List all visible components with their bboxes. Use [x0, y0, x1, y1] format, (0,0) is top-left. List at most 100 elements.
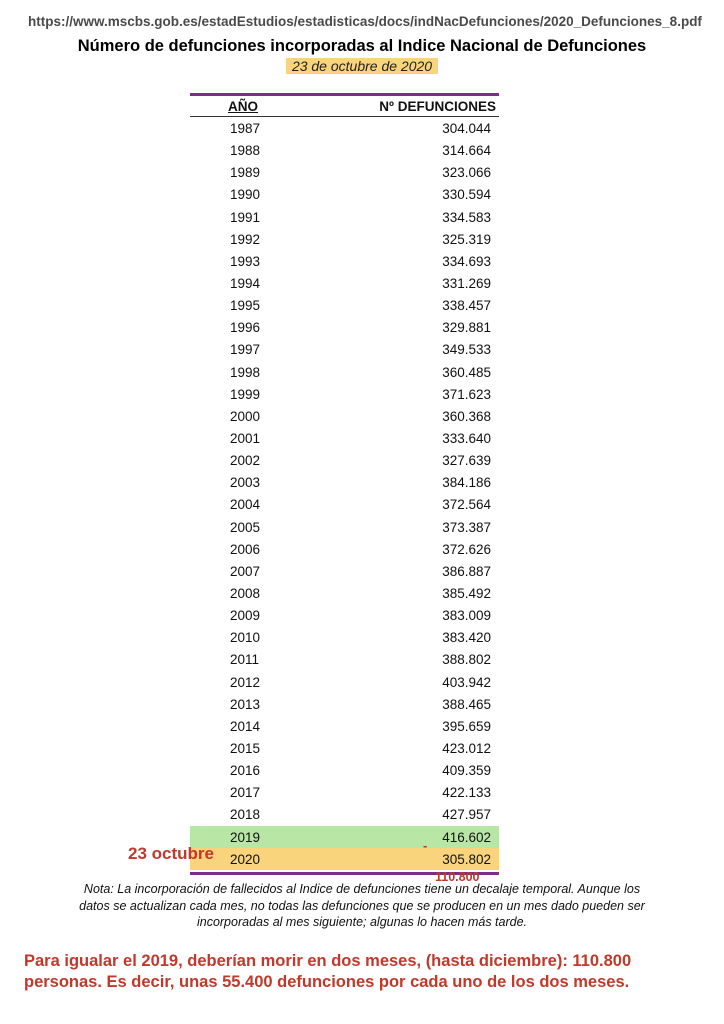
page-title: Número de defunciones incorporadas al In…: [77, 37, 647, 55]
table-row: 2001 333.640: [190, 427, 499, 449]
row-year: 2019: [230, 829, 261, 845]
table-row: 2012 403.942: [190, 671, 499, 693]
table-row: 2002 327.639: [190, 449, 499, 471]
row-deaths: 371.623: [442, 386, 491, 402]
table-row: 2006 372.626: [190, 538, 499, 560]
conclusion-line: Para igualar el 2019, deberían morir en …: [24, 952, 632, 970]
row-deaths: 334.693: [442, 253, 491, 269]
table-row: 1991 334.583: [190, 206, 499, 228]
row-year: 2012: [230, 674, 261, 690]
table-row: 1996 329.881: [190, 316, 499, 338]
row-deaths: 383.009: [442, 608, 491, 624]
table-row: 1989 323.066: [190, 161, 499, 183]
row-deaths: 372.626: [442, 541, 491, 557]
row-deaths: 349.533: [442, 342, 491, 358]
row-year: 1991: [230, 209, 261, 225]
row-year: 2008: [230, 585, 261, 601]
row-year: 2020: [230, 851, 261, 867]
row-year: 2016: [230, 763, 261, 779]
row-year: 2003: [230, 475, 261, 491]
table-row: 1993 334.693: [190, 250, 499, 272]
row-year: 2000: [230, 408, 261, 424]
row-deaths: 305.802: [442, 851, 491, 867]
row-year: 2014: [230, 718, 261, 734]
row-deaths: 314.664: [442, 143, 491, 159]
column-header-deaths: Nº DEFUNCIONES: [379, 99, 496, 114]
table-row: 1997 349.533: [190, 338, 499, 360]
row-deaths: 384.186: [442, 475, 491, 491]
table-row: 2008 385.492: [190, 582, 499, 604]
table-row: 2020 305.802: [190, 847, 499, 870]
row-year: 1993: [230, 253, 261, 269]
row-year: 1998: [230, 364, 261, 380]
footnote-line: incorporadas al mes siguiente; algunas l…: [196, 915, 528, 929]
row-year: 2005: [230, 519, 261, 535]
table-row: 2019 416.602: [190, 825, 499, 848]
row-deaths: 409.359: [442, 763, 491, 779]
table-row: 1998 360.485: [190, 361, 499, 383]
table-row: 2015 423.012: [190, 737, 499, 759]
row-year: 1997: [230, 342, 261, 358]
row-year: 2015: [230, 740, 261, 756]
report-date: 23 de octubre de 2020: [285, 58, 439, 74]
table-row: 2005 373.387: [190, 516, 499, 538]
row-deaths: 330.594: [442, 187, 491, 203]
table-row: 2009 383.009: [190, 604, 499, 626]
row-deaths: 427.957: [442, 807, 491, 823]
row-year: 2017: [230, 785, 261, 801]
row-deaths: 372.564: [442, 497, 491, 513]
row-year: 1989: [230, 165, 261, 181]
table-row: 2013 388.465: [190, 693, 499, 715]
row-deaths: 395.659: [442, 718, 491, 734]
row-year: 2010: [230, 630, 261, 646]
row-year: 2018: [230, 807, 261, 823]
table-row: 2000 360.368: [190, 405, 499, 427]
row-year: 1996: [230, 320, 261, 336]
row-deaths: 325.319: [442, 231, 491, 247]
row-deaths: 360.485: [442, 364, 491, 380]
conclusion-line: personas. Es decir, unas 55.400 defuncio…: [24, 973, 630, 991]
row-deaths: 304.044: [442, 121, 491, 136]
source-url: https://www.mscbs.gob.es/estadEstudios/e…: [28, 14, 702, 29]
row-year: 1987: [230, 121, 261, 136]
row-year: 1994: [230, 275, 261, 291]
row-year: 2007: [230, 563, 261, 579]
row-year: 1988: [230, 143, 261, 159]
minus-mark: -: [423, 838, 428, 853]
row-deaths: 423.012: [442, 740, 491, 756]
row-year: 2004: [230, 497, 261, 513]
table-row: 1994 331.269: [190, 272, 499, 294]
row-deaths: 373.387: [442, 519, 491, 535]
footnote-line: datos se actualizan cada mes, no todas l…: [79, 898, 645, 913]
side-label: 23 octubre: [128, 844, 214, 863]
row-deaths: 338.457: [442, 298, 491, 314]
footnote: Nota: La incorporación de fallecidos al …: [50, 881, 674, 931]
date-container: 23 de octubre de 2020: [0, 58, 724, 76]
row-deaths: 333.640: [442, 430, 491, 446]
row-deaths: 383.420: [442, 630, 491, 646]
table-body: 1987 304.044 1988 314.664 1989 323.066 1990 330…: [190, 117, 499, 870]
table-row: 2014 395.659: [190, 715, 499, 737]
row-deaths: 334.583: [442, 209, 491, 225]
table-row: 2007 386.887: [190, 560, 499, 582]
row-year: 1999: [230, 386, 261, 402]
row-deaths: 323.066: [442, 165, 491, 181]
table-top-rule: [190, 93, 499, 96]
row-deaths: 388.802: [442, 652, 491, 668]
column-header-year: AÑO: [228, 99, 258, 114]
table-row: 2003 384.186: [190, 471, 499, 493]
row-deaths: 331.269: [442, 275, 491, 291]
table-row: 1987 304.044: [190, 117, 499, 139]
table-row: 2004 372.564: [190, 493, 499, 515]
table-row: 1999 371.623: [190, 383, 499, 405]
row-deaths: 388.465: [442, 696, 491, 712]
row-deaths: 403.942: [442, 674, 491, 690]
row-year: 2001: [230, 430, 261, 446]
deaths-table: AÑO Nº DEFUNCIONES 1987 304.044 1988 314.66…: [190, 93, 499, 875]
table-row: 2017 422.133: [190, 781, 499, 803]
row-year: 1992: [230, 231, 261, 247]
row-deaths: 422.133: [442, 785, 491, 801]
row-year: 1990: [230, 187, 261, 203]
conclusion-text: Para igualar el 2019, deberían morir en …: [24, 951, 714, 993]
table-row: 2016 409.359: [190, 759, 499, 781]
